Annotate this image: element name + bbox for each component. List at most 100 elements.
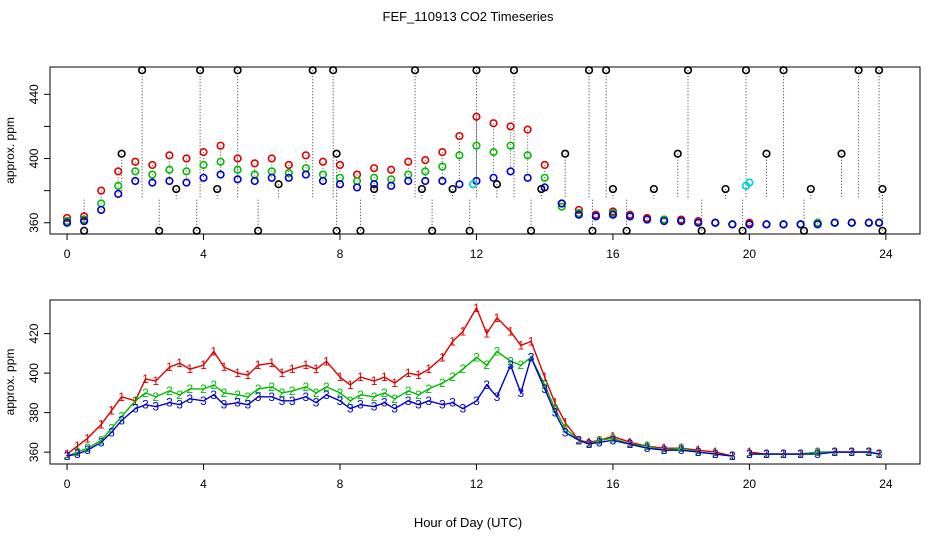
series-1-point: 1 (780, 447, 787, 461)
series-1-point: 1 (425, 362, 432, 376)
series-2-point (284, 168, 293, 178)
series-2-point: 2 (118, 410, 125, 424)
series-flag-high-point (602, 66, 611, 75)
series-1-point: 1 (541, 370, 548, 384)
series-3-point (728, 220, 737, 229)
series-3-point: 3 (507, 358, 514, 372)
y-tick-label: 400 (27, 363, 41, 383)
series-3-point: 3 (187, 392, 194, 406)
series-3-point (370, 180, 379, 189)
series-flag-high-point (584, 66, 594, 75)
series-2-point (199, 160, 208, 170)
series-3-point: 3 (876, 447, 883, 461)
series-1-point: 1 (221, 360, 228, 374)
series-cyan-point (468, 180, 478, 189)
series-3-point: 3 (84, 443, 91, 457)
series-3-point (847, 218, 856, 227)
series-2-point: 2 (289, 384, 296, 398)
series-1-point (250, 159, 259, 168)
series-flag-low-point (697, 226, 706, 235)
series-3-point (131, 176, 140, 186)
series-2-point: 2 (313, 386, 320, 400)
series-flag-low-point (192, 226, 201, 235)
series-cyan-point (745, 178, 754, 187)
series-1-point: 1 (610, 429, 617, 443)
series-3-point (335, 180, 345, 189)
series-1-point (489, 119, 498, 128)
series-1-point: 1 (763, 447, 770, 461)
x-tick-label: 4 (200, 477, 207, 491)
series-2-point: 2 (357, 388, 364, 402)
panel-top: 0 4 8 12 16 20 24 360 400 440 approx. ppm (3, 66, 921, 261)
series-2-point: 2 (552, 402, 559, 416)
series-3-point: 3 (729, 449, 736, 463)
series-flag-high-point (233, 66, 242, 75)
series-flag-mid-point (561, 149, 570, 158)
series-flag-mid-point (417, 184, 426, 194)
series-3-point: 3 (596, 435, 603, 449)
series-flag-low-point (428, 226, 437, 235)
series-3-point: 3 (323, 388, 330, 402)
series-1-point: 1 (279, 366, 286, 380)
y-axis-label: approx. ppm (3, 117, 17, 184)
series-3-point (250, 176, 259, 186)
series-3-point: 3 (98, 435, 105, 449)
series-3-point: 3 (289, 394, 296, 408)
series-3-point: 3 (494, 390, 501, 404)
series-flag-low-point (878, 226, 887, 235)
series-2-point (165, 165, 174, 174)
series-1-point (438, 148, 447, 157)
series-flag-mid-point (370, 184, 379, 194)
series-3-point (677, 217, 686, 226)
series-2-point: 2 (459, 362, 466, 376)
series-3-point: 3 (814, 447, 821, 461)
series-flag-mid-point (172, 184, 181, 194)
series-1-point: 1 (313, 362, 320, 376)
series-1-point: 1 (108, 404, 115, 418)
series-flag-mid-point (213, 184, 222, 194)
series-3-point: 3 (221, 398, 228, 412)
x-tick-label: 24 (879, 477, 893, 491)
series-3-point: 3 (108, 425, 115, 439)
series-3-point: 3 (517, 386, 524, 400)
series-2-point (182, 167, 191, 176)
series-1-point: 1 (323, 354, 330, 368)
series-2-point: 2 (494, 344, 501, 358)
series-3-point: 3 (200, 394, 207, 408)
series-flag-high-point (472, 66, 481, 75)
series-2-point: 2 (575, 433, 582, 447)
series-3-point (284, 173, 293, 182)
series-3-point (182, 178, 191, 187)
series-flag-mid-point (117, 149, 126, 158)
series-3-point: 3 (176, 398, 183, 412)
series-3-point: 3 (541, 382, 548, 396)
series-3-point (455, 180, 464, 189)
series-2-point (455, 151, 464, 160)
series-3-point: 3 (74, 447, 81, 461)
series-3-point: 3 (763, 447, 770, 461)
series-1-point: 1 (268, 356, 275, 370)
series-3-point: 3 (831, 445, 838, 459)
series-2-point: 2 (797, 447, 804, 461)
series-1-point: 1 (200, 358, 207, 372)
series-1-point (523, 125, 532, 134)
series-flag-high-point (874, 66, 884, 75)
series-flag-low-point (588, 226, 597, 235)
series-flag-high-point (308, 66, 317, 75)
series-2-point: 2 (176, 388, 183, 402)
series-1-point (131, 157, 140, 166)
series-2-point: 2 (831, 445, 838, 459)
series-1-point: 1 (712, 445, 719, 459)
series-1-point: 1 (695, 443, 702, 457)
x-axis-label: Hour of Day (UTC) (413, 515, 523, 530)
series-1-point (540, 160, 549, 170)
series-3-point (233, 175, 242, 184)
series-2-point: 2 (814, 445, 821, 459)
series-flag-low-point (738, 226, 747, 235)
series-2-point: 2 (695, 445, 702, 459)
series-2-point (523, 151, 532, 160)
series-1-point: 1 (876, 447, 883, 461)
series-1-point: 1 (234, 366, 241, 380)
